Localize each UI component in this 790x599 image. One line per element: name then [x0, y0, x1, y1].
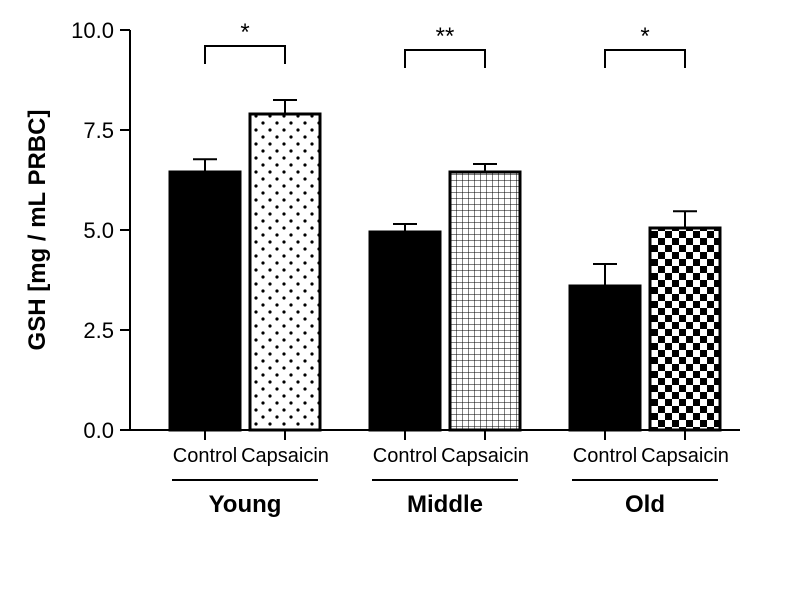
y-tick-label: 2.5 — [83, 318, 114, 343]
significance-bracket — [405, 50, 485, 68]
bar — [370, 232, 440, 430]
bar — [650, 228, 720, 430]
bar — [250, 114, 320, 430]
y-tick-label: 5.0 — [83, 218, 114, 243]
group-label: Old — [625, 491, 665, 518]
y-tick-label: 10.0 — [71, 18, 114, 43]
significance-label: * — [640, 23, 649, 50]
x-category-label: Capsaicin — [641, 445, 729, 467]
x-category-label: Control — [173, 445, 237, 467]
significance-label: * — [240, 19, 249, 46]
group-label: Young — [209, 491, 282, 518]
x-category-label: Capsaicin — [441, 445, 529, 467]
y-tick-label: 0.0 — [83, 418, 114, 443]
significance-bracket — [205, 46, 285, 64]
group-label: Middle — [407, 491, 483, 518]
bar-chart: 0.0 2.5 5.0 7.5 10.0 GSH [mg / mL PRBC] Contro… — [0, 0, 790, 599]
bar — [450, 172, 520, 430]
x-category-label: Control — [373, 445, 437, 467]
bar — [570, 286, 640, 430]
x-category-label: Control — [573, 445, 637, 467]
y-tick-label: 7.5 — [83, 118, 114, 143]
bar — [170, 172, 240, 430]
significance-label: ** — [436, 23, 455, 50]
chart-container: 0.0 2.5 5.0 7.5 10.0 GSH [mg / mL PRBC] Contro… — [0, 0, 790, 599]
x-category-label: Capsaicin — [241, 445, 329, 467]
significance-bracket — [605, 50, 685, 68]
y-axis-title: GSH [mg / mL PRBC] — [24, 110, 51, 351]
